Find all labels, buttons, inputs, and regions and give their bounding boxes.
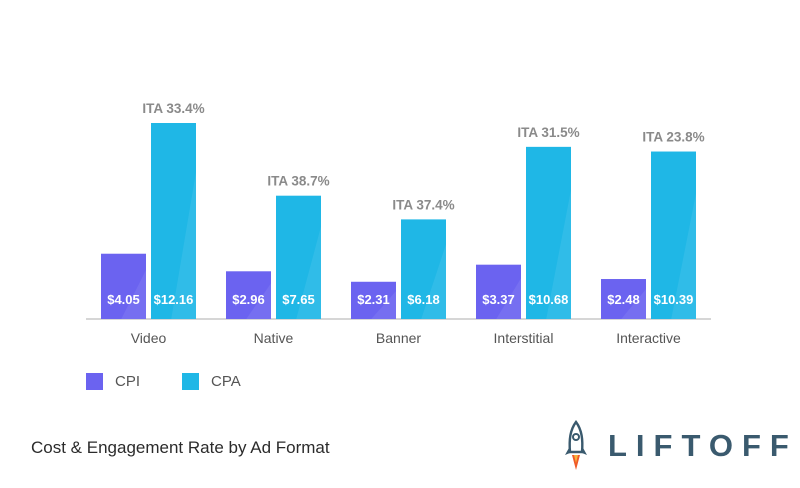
bar-sheen — [296, 226, 321, 319]
ita-annotation: ITA 38.7% — [267, 174, 329, 189]
bar-cpa-interactive — [651, 151, 696, 319]
bar-sheen — [671, 193, 696, 319]
data-label-cpa: $12.16 — [154, 292, 194, 307]
data-label-cpi: $4.05 — [107, 292, 140, 307]
x-tick-label: Banner — [376, 330, 421, 346]
bar-sheen — [621, 289, 646, 319]
rocket-icon — [565, 420, 587, 470]
bar-cpi-video — [101, 253, 146, 319]
bar-sheen — [546, 189, 571, 319]
legend-label-cpi: CPI — [115, 373, 141, 390]
data-label-cpa: $6.18 — [407, 292, 440, 307]
bar-cpi-native — [226, 271, 271, 319]
bar-cpi-interactive — [601, 279, 646, 319]
ita-annotation: ITA 37.4% — [392, 197, 454, 212]
ita-annotation: ITA 23.8% — [642, 130, 704, 145]
x-tick-label: Video — [131, 330, 167, 346]
bar-cpa-banner — [401, 219, 446, 319]
legend-swatch-cpa — [182, 373, 200, 390]
data-label-cpa: $10.68 — [529, 292, 569, 307]
ita-annotation: ITA 31.5% — [517, 125, 579, 140]
data-label-cpi: $2.31 — [357, 292, 390, 307]
bar-sheen — [371, 291, 396, 319]
bar-sheen — [121, 270, 146, 319]
data-label-cpi: $3.37 — [482, 292, 515, 307]
data-label-cpi: $2.96 — [232, 292, 265, 307]
liftoff-logo: LIFTOFF — [562, 420, 798, 472]
legend-swatch-cpi — [86, 373, 103, 390]
bar-cpa-video — [151, 123, 196, 319]
legend-item-cpi: CPI — [86, 373, 140, 390]
bar-cpi-banner — [351, 281, 396, 319]
x-tick-label: Native — [254, 330, 294, 346]
x-tick-label: Interstitial — [494, 330, 554, 346]
legend-label-cpa: CPA — [211, 373, 241, 390]
bar-cpa-interstitial — [526, 146, 571, 319]
ita-annotation: ITA 33.4% — [142, 101, 204, 116]
data-label-cpa: $7.65 — [282, 292, 315, 307]
data-label-cpi: $2.48 — [607, 292, 640, 307]
bar-sheen — [421, 244, 446, 319]
bar-cpi-interstitial — [476, 264, 521, 319]
bar-chart: $4.05 $12.16 ITA 33.4% Video $2.96 $7.65 ITA 3… — [86, 101, 711, 346]
bar-cpa-native — [276, 195, 321, 319]
bar-sheen — [171, 172, 196, 319]
bar-sheen — [246, 283, 271, 319]
x-tick-label: Interactive — [616, 330, 681, 346]
chart-legend: CPI CPA — [86, 373, 283, 390]
logo-text: LIFTOFF — [608, 428, 798, 463]
chart-caption: Cost & Engagement Rate by Ad Format — [31, 438, 330, 457]
legend-item-cpa: CPA — [182, 373, 241, 390]
bar-sheen — [496, 278, 521, 319]
data-label-cpa: $10.39 — [654, 292, 694, 307]
